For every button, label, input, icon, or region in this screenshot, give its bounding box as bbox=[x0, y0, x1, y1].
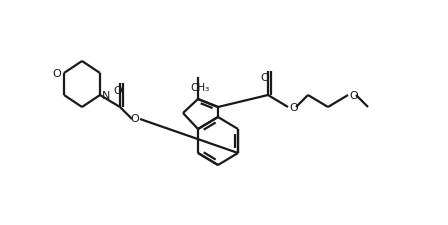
Text: O: O bbox=[114, 86, 122, 96]
Text: CH₃: CH₃ bbox=[190, 83, 210, 93]
Text: O: O bbox=[130, 113, 139, 124]
Text: O: O bbox=[52, 69, 61, 79]
Text: N: N bbox=[102, 91, 110, 101]
Text: O: O bbox=[261, 73, 269, 83]
Text: O: O bbox=[349, 91, 358, 101]
Text: O: O bbox=[289, 103, 298, 112]
